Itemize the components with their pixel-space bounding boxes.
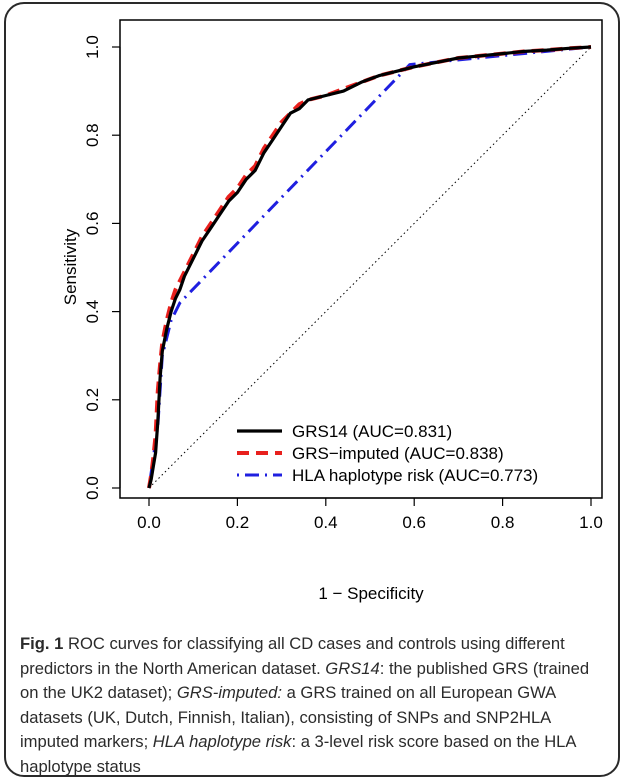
diagonal-reference-line: [148, 46, 592, 489]
x-tick-label: 0.8: [491, 513, 515, 532]
y-tick-label: 0.8: [83, 123, 102, 147]
roc-curve: [147, 45, 592, 489]
x-tick-label: 1.0: [579, 513, 603, 532]
x-axis: 0.0 0.2 0.4 0.6 0.8 1.0: [137, 497, 603, 532]
x-tick-label: 0.6: [402, 513, 426, 532]
y-tick-label: 1.0: [83, 35, 102, 59]
y-tick-label: 0.6: [83, 212, 102, 236]
roc-curves: [147, 45, 592, 489]
caption-text-4: : a 3-level risk score based on the HLA …: [20, 732, 576, 776]
y-axis: 0.0 0.2 0.4 0.6 0.8 1.0: [83, 35, 121, 500]
legend-label: GRS14 (AUC=0.831): [292, 422, 452, 441]
caption-fig-label: Fig. 1: [20, 634, 64, 653]
plot-box: [119, 19, 603, 499]
caption-text-3: a GRS trained on all European GWA datase…: [20, 683, 556, 752]
roc-curve: [147, 45, 592, 489]
caption-term-grs14: GRS14: [325, 658, 380, 678]
legend-label: GRS−imputed (AUC=0.838): [292, 444, 504, 463]
y-tick-label: 0.2: [83, 388, 102, 412]
figure-frame: [4, 2, 620, 777]
chart-legend: GRS14 (AUC=0.831) GRS−imputed (AUC=0.838)…: [237, 422, 538, 485]
x-tick-label: 0.4: [314, 513, 338, 532]
figure-caption: Fig. 1 ROC curves for classifying all CD…: [20, 632, 610, 780]
caption-text-1: ROC curves for classifying all CD cases …: [20, 634, 565, 678]
y-tick-label: 0.4: [83, 300, 102, 324]
x-axis-label: 1 − Specificity: [318, 584, 424, 603]
y-axis-label: Sensitivity: [61, 228, 80, 305]
x-tick-label: 0.2: [226, 513, 250, 532]
caption-term-grs-imputed: GRS-imputed:: [176, 683, 282, 703]
y-tick-label: 0.0: [83, 476, 102, 500]
roc-chart: 0.0 0.2 0.4 0.6 0.8 1.0 0.0 0.2 0.4 0.6 0.8 1.0 1 …: [61, 19, 603, 603]
caption-text-2: : the published GRS (trained on the UK2 …: [20, 658, 590, 703]
caption-term-hla: HLA haplotype risk: [152, 732, 292, 752]
roc-curve: [147, 45, 592, 489]
legend-label: HLA haplotype risk (AUC=0.773): [292, 466, 538, 485]
chart-axes: 0.0 0.2 0.4 0.6 0.8 1.0 0.0 0.2 0.4 0.6 0.8 1.0: [83, 19, 603, 532]
x-tick-label: 0.0: [137, 513, 161, 532]
